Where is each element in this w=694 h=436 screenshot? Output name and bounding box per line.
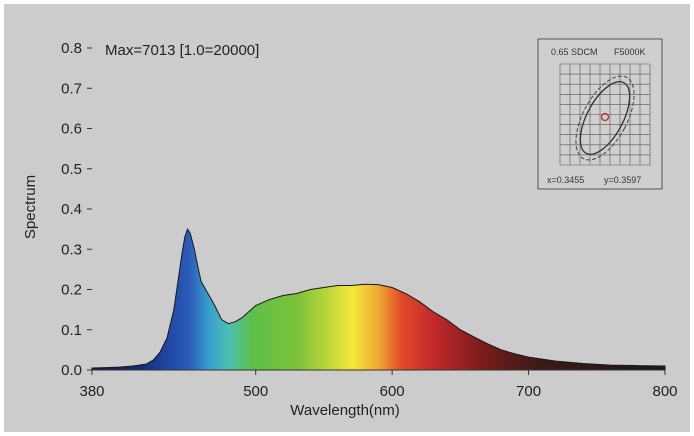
x-tick-label: 700 [516,383,541,400]
y-tick-label: 0.3 [61,241,82,258]
y-tick-label: 0.6 [61,121,82,138]
inset-title-cct: F5000K [614,47,646,57]
y-axis-title: Spectrum [22,175,39,239]
spectrum-area [91,228,666,371]
inset-grid [559,63,651,166]
y-axis-ticks: 0.0 0.1 0.2 0.3 0.4 0.5 0.6 0.7 0.8 [61,40,92,379]
y-tick-label: 0.7 [61,80,82,97]
x-tick-label: 380 [79,383,104,400]
x-tick-label: 800 [652,383,677,400]
y-tick-label: 0.5 [61,161,82,178]
x-tick-label: 500 [243,383,268,400]
x-axis-title: Wavelength(nm) [290,402,399,419]
y-tick-label: 0.4 [61,201,82,218]
x-axis-ticks: 380 500 600 700 800 [79,370,678,400]
inset-dashed-ellipse [575,75,635,161]
inset-title-sdcm: 0.65 SDCM [551,47,598,57]
inset-point-marker [600,112,610,122]
inset-sdcm-ellipse [579,81,631,155]
y-tick-label: 0.8 [61,40,82,57]
inset-x-coordinate: x=0.3455 [547,175,584,185]
y-tick-label: 0.2 [61,282,82,299]
y-tick-label: 0.1 [61,322,82,339]
chart-header: Max=7013 [1.0=20000] [105,42,259,59]
x-tick-label: 600 [380,383,405,400]
chromaticity-inset: 0.65 SDCM F5000K x=0.3455 y=0.3597 [537,38,663,190]
y-tick-label: 0.0 [61,362,82,379]
inset-y-coordinate: y=0.3597 [604,175,641,185]
